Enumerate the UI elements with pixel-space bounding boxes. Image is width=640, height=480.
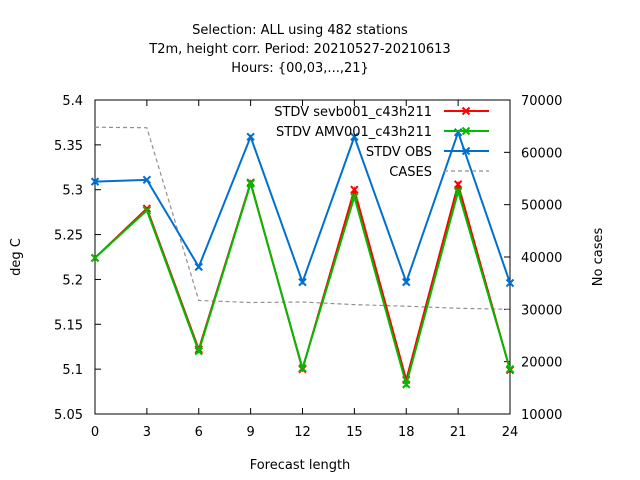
- x-tick-label: 3: [143, 425, 151, 440]
- series-point-2: [298, 277, 307, 287]
- x-tick-label: 15: [346, 425, 363, 440]
- series-point-2: [505, 278, 515, 288]
- series-point-1: [90, 253, 100, 263]
- y-tick-label: 5.3: [62, 184, 83, 199]
- series-point-1: [246, 179, 255, 188]
- x-tick-label: 24: [502, 425, 519, 440]
- series-point-1: [453, 187, 463, 196]
- y-axis-label: deg C: [9, 238, 24, 276]
- legend-marker: [461, 126, 471, 136]
- series-point-0: [453, 180, 463, 189]
- x-tick-label: 9: [246, 425, 254, 440]
- y-tick-label: 5.15: [54, 318, 83, 333]
- y2-tick-label: 60000: [521, 146, 562, 161]
- legend: STDV sevb001_c43h211 STDV AMV001_c43h211 S…: [274, 105, 489, 180]
- y2-tick-label: 40000: [521, 251, 562, 266]
- series-point-1: [350, 192, 359, 202]
- y-tick-label: 5.4: [62, 94, 83, 109]
- title-line: Hours: {00,03,...,21}: [231, 61, 369, 76]
- y2-tick-label: 30000: [521, 303, 562, 318]
- series-lines: [90, 126, 515, 389]
- legend-label: STDV AMV001_c43h211: [276, 125, 432, 140]
- y-tick-label: 5.1: [62, 363, 83, 378]
- series-point-2: [246, 132, 255, 141]
- series-point-0: [142, 204, 152, 213]
- legend-label: CASES: [389, 165, 432, 180]
- x-tick-label: 0: [91, 425, 99, 440]
- y2-tick-label: 20000: [521, 356, 562, 371]
- y2-tick-label: 50000: [521, 199, 562, 214]
- series-point-1: [142, 206, 152, 215]
- series-point-2: [194, 262, 203, 272]
- series-point-1: [505, 364, 515, 374]
- y2-tick-label: 70000: [521, 94, 562, 109]
- title-line: Selection: ALL using 482 stations: [192, 23, 408, 38]
- x-tick-label: 12: [294, 425, 311, 440]
- series-point-2: [402, 277, 411, 287]
- legend-label: STDV sevb001_c43h211: [274, 105, 432, 120]
- series-point-2: [90, 177, 100, 186]
- x-tick-label: 6: [195, 425, 203, 440]
- y2-tick-label: 10000: [521, 408, 562, 423]
- series-line-2: [94, 129, 511, 286]
- series-point-1: [298, 364, 307, 373]
- y-tick-label: 5.25: [54, 229, 83, 244]
- y-tick-label: 5.05: [54, 408, 83, 423]
- x-axis-label: Forecast length: [250, 458, 351, 473]
- axis-ticks: 0 3 6 9 12 15 18 21 24 5.05 5.1 5.15 5.2 5.25 5.3 5.35 5…: [54, 94, 562, 440]
- series-point-2: [142, 175, 152, 185]
- x-tick-label: 18: [398, 425, 415, 440]
- legend-marker: [461, 146, 471, 156]
- title-line: T2m, height corr. Period: 20210527-20210…: [148, 42, 450, 57]
- series-point-1: [194, 346, 203, 356]
- series-point-2: [453, 128, 463, 137]
- legend-label: STDV OBS: [366, 145, 432, 160]
- legend-marker: [461, 106, 471, 116]
- x-tick-label: 21: [450, 425, 467, 440]
- y-tick-label: 5.2: [62, 273, 83, 288]
- series-point-2: [350, 132, 359, 141]
- y-tick-label: 5.35: [54, 139, 83, 154]
- series-point-0: [350, 185, 359, 194]
- chart-title: Selection: ALL using 482 stations T2m, he…: [148, 23, 450, 76]
- series-point-1: [402, 380, 411, 389]
- y2-axis-label: No cases: [591, 228, 606, 287]
